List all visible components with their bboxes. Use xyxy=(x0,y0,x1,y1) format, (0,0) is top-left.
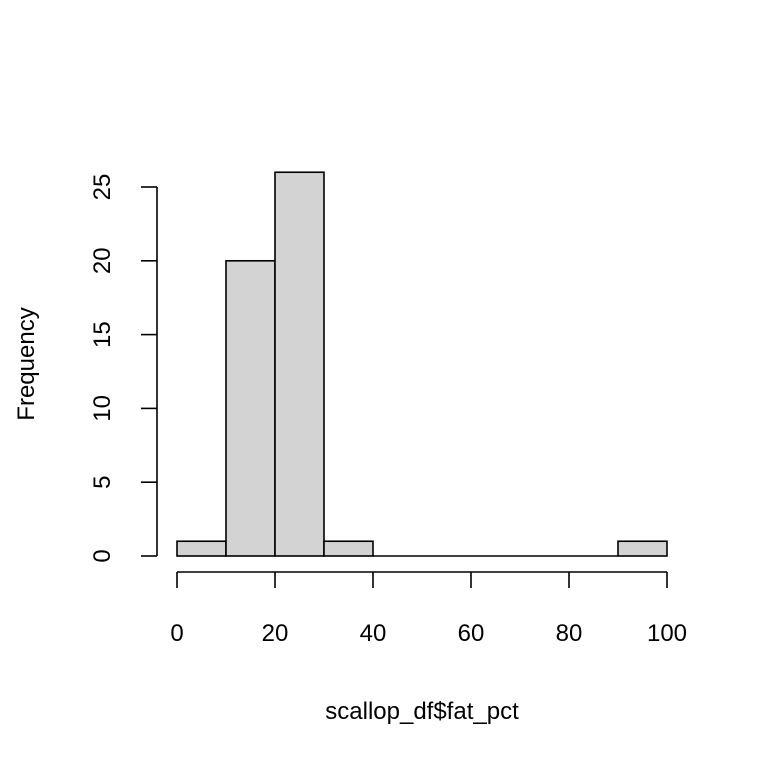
histogram-bars xyxy=(176,171,668,557)
histogram-bar-1 xyxy=(225,259,276,557)
histogram-bar-9 xyxy=(617,540,668,557)
y-tick-label-5: 5 xyxy=(89,476,116,489)
x-tick-label-40: 40 xyxy=(360,620,387,647)
y-tick-label-0: 0 xyxy=(89,549,116,562)
x-axis: 0 20 40 60 80 100 xyxy=(170,571,687,647)
x-tick-label-80: 80 xyxy=(556,620,583,647)
x-tick-label-100: 100 xyxy=(647,620,687,647)
x-tick-label-60: 60 xyxy=(458,620,485,647)
y-axis: 0 5 10 15 20 25 xyxy=(89,174,158,563)
x-axis-title: scallop_df$fat_pct xyxy=(325,698,519,725)
y-tick-label-10: 10 xyxy=(89,395,116,422)
histogram-bar-0 xyxy=(176,540,227,557)
y-tick-label-20: 20 xyxy=(89,247,116,274)
histogram-bar-3 xyxy=(323,540,374,557)
y-axis-title: Frequency xyxy=(13,307,40,420)
histogram-bar-2 xyxy=(274,171,325,557)
y-tick-label-15: 15 xyxy=(89,321,116,348)
y-tick-label-25: 25 xyxy=(89,174,116,201)
x-tick-label-0: 0 xyxy=(170,620,183,647)
x-tick-label-20: 20 xyxy=(262,620,289,647)
